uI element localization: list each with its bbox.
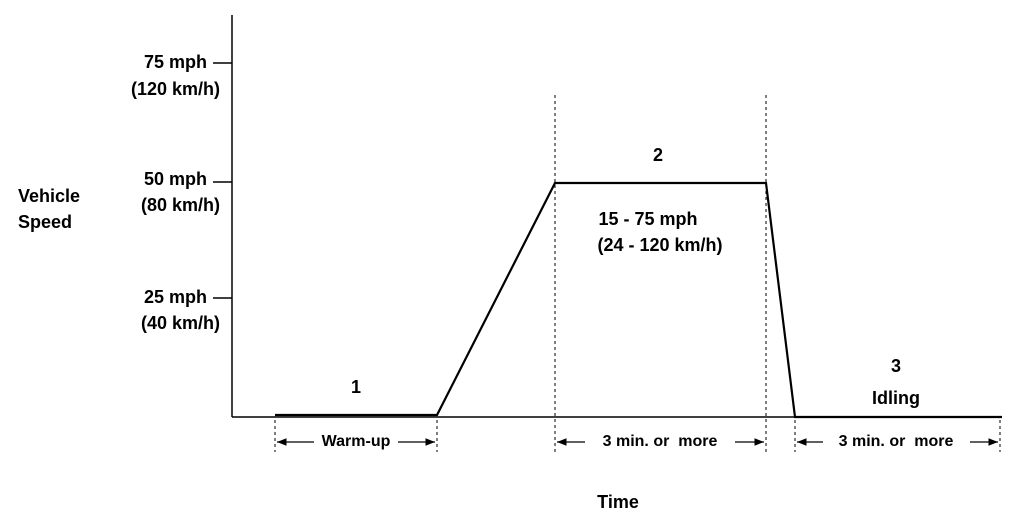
- tick-label: 25 mph: [144, 287, 207, 307]
- tick-label: 75 mph: [144, 52, 207, 72]
- phase-duration: Warm-up: [322, 433, 391, 450]
- tick-label: (80 km/h): [141, 195, 220, 215]
- phase-number: 2: [653, 145, 663, 165]
- y-axis-label: Vehicle: [18, 186, 80, 206]
- phase-number: 3: [891, 356, 901, 376]
- y-axis-label: Speed: [18, 212, 72, 232]
- phase-duration: 3 min. or more: [603, 433, 718, 450]
- tick-label: (40 km/h): [141, 313, 220, 333]
- speed-range-metric: (24 - 120 km/h): [597, 235, 722, 255]
- phase-name: Idling: [872, 388, 920, 408]
- tick-label: 50 mph: [144, 169, 207, 189]
- speed-profile: [275, 181, 1002, 419]
- phase-duration: 3 min. or more: [839, 433, 954, 450]
- x-axis-label: Time: [597, 492, 639, 512]
- tick-label: (120 km/h): [131, 79, 220, 99]
- speed-range: 15 - 75 mph: [598, 209, 697, 229]
- phase-number: 1: [351, 377, 361, 397]
